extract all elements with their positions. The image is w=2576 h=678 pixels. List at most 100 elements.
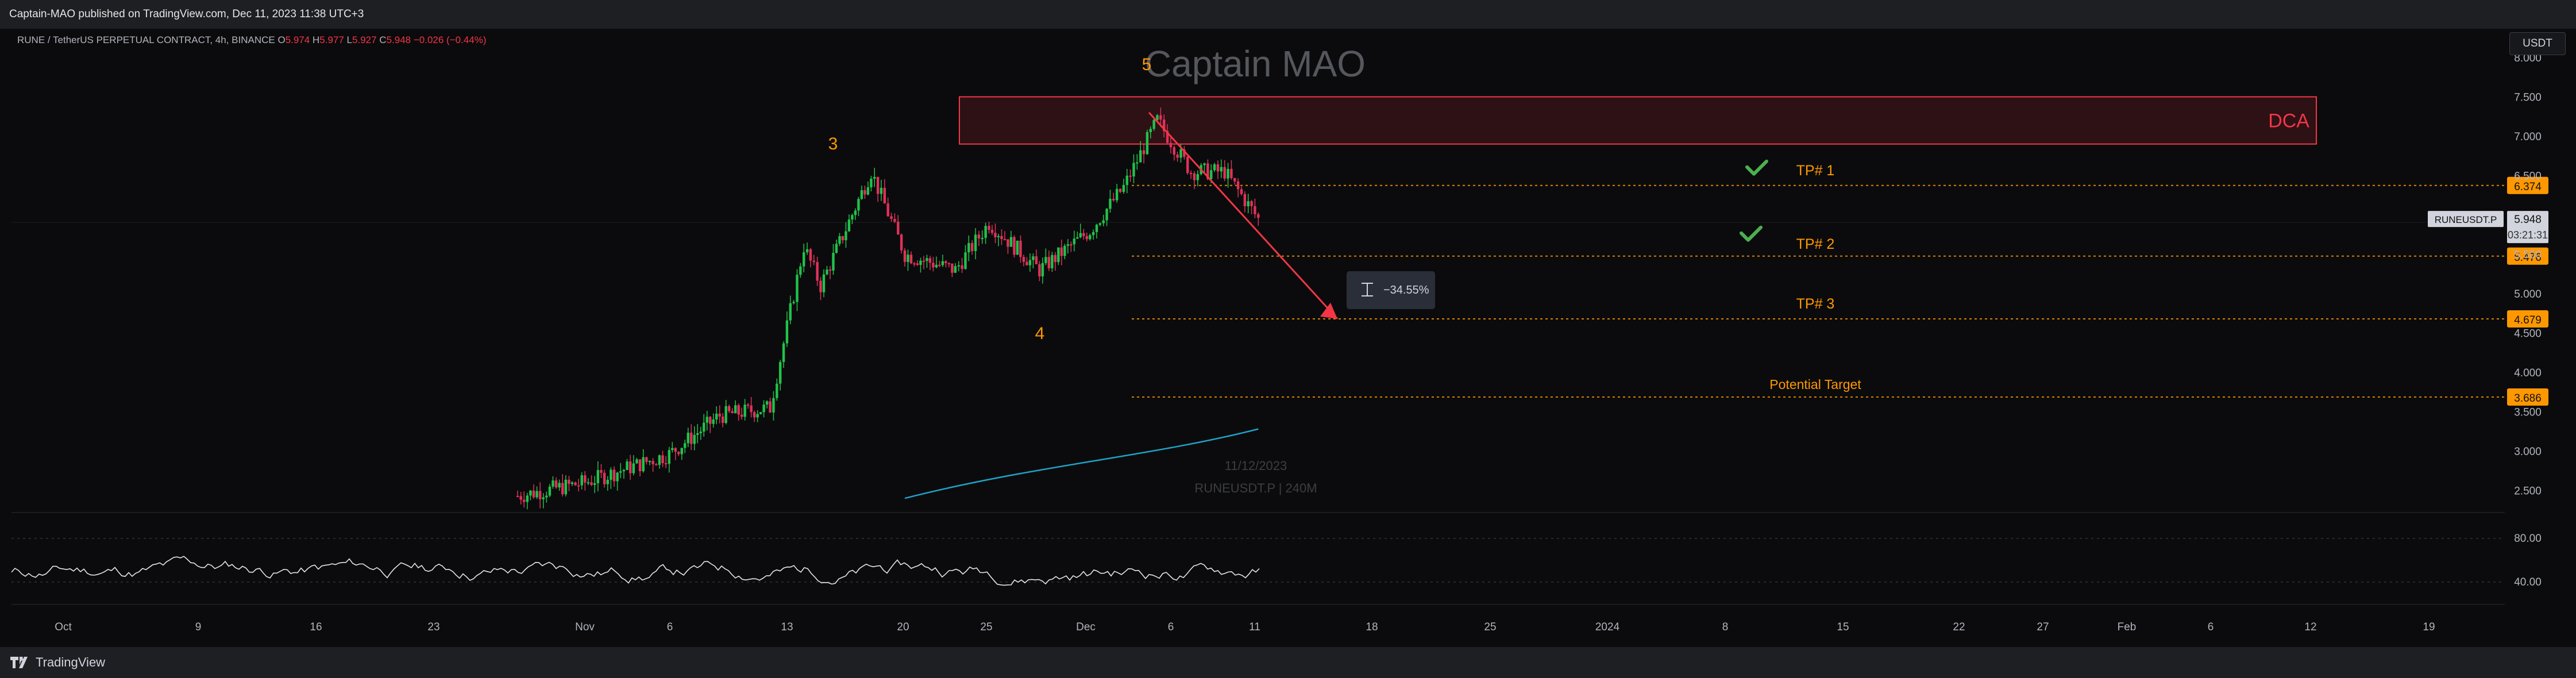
candle-body: [671, 448, 674, 450]
candle-body: [835, 244, 838, 253]
candle-body: [984, 226, 987, 238]
candle-body: [1109, 198, 1112, 209]
candle-body: [1169, 142, 1173, 148]
candle-body: [1193, 173, 1196, 180]
candle-body: [1146, 132, 1149, 155]
candle-body: [1139, 150, 1142, 163]
candle-body: [690, 433, 693, 444]
watermark-text: Captain MAO: [1145, 43, 1366, 84]
candle-body: [570, 482, 574, 484]
candle-body: [655, 464, 658, 466]
candle-body: [552, 480, 554, 487]
publish-info: Captain-MAO published on TradingView.com…: [9, 8, 364, 20]
target-price-value: 5.476: [2514, 252, 2542, 264]
candle-body: [1186, 156, 1189, 174]
candle-body: [1233, 178, 1236, 182]
last-price-box: [2507, 211, 2548, 244]
candle-body: [1156, 115, 1159, 120]
candle-body: [574, 482, 577, 486]
wave-label: 5: [1142, 55, 1152, 74]
candle-body: [1166, 131, 1169, 143]
time-tick-label: 11: [1249, 621, 1260, 633]
target-label: TP# 2: [1796, 236, 1835, 252]
candle-body: [947, 263, 951, 264]
candle-body: [590, 482, 593, 485]
candle-body: [1152, 120, 1155, 129]
candle-body: [1070, 244, 1073, 246]
price-chart[interactable]: DCA Captain MAO 11/12/2023 RUNEUSDT.P | 24…: [0, 29, 2576, 647]
price-tick-label: 3.000: [2514, 446, 2542, 458]
candle-body: [603, 472, 606, 484]
candle-body: [600, 470, 603, 473]
candle-body: [1216, 164, 1220, 172]
currency-button[interactable]: USDT: [2509, 32, 2566, 55]
candle-body: [1179, 149, 1182, 158]
dca-zone-label: DCA: [2268, 110, 2309, 132]
time-tick-label: 22: [1953, 621, 1965, 633]
candle-body: [1112, 198, 1115, 201]
candle-body: [1159, 115, 1162, 120]
price-tick-label: 5.500: [2514, 249, 2542, 261]
open-label: O: [277, 34, 286, 45]
last-price: 5.948: [2514, 214, 2542, 226]
candle-body: [792, 302, 795, 303]
candle-body: [535, 491, 538, 498]
candle-body: [1236, 181, 1240, 190]
time-tick-label: 27: [2037, 621, 2049, 633]
candle-body: [526, 495, 529, 502]
candle-body: [1066, 244, 1070, 246]
candle-body: [961, 265, 963, 269]
candle-body: [1060, 247, 1063, 256]
candle-body: [880, 187, 883, 194]
candle-body: [727, 406, 731, 411]
candle-body: [645, 457, 648, 462]
candle-body: [1035, 256, 1038, 264]
candle-body: [668, 450, 670, 464]
candle-body: [1196, 174, 1200, 180]
candle-body: [932, 263, 935, 268]
time-tick-label: 6: [2208, 621, 2214, 633]
candle-body: [1136, 162, 1139, 164]
candle-body: [731, 411, 734, 414]
candle-body: [860, 190, 863, 199]
candle-body: [1243, 194, 1247, 206]
open-value: 5.974: [285, 34, 310, 45]
candle-body: [759, 412, 762, 414]
candle-body: [737, 405, 740, 415]
measure-label: −34.55%: [1383, 284, 1429, 296]
candle-body: [718, 413, 721, 417]
tradingview-logo[interactable]: TradingView: [10, 655, 105, 670]
candle-body: [577, 485, 580, 487]
measure-arrow-line: [1148, 111, 1339, 319]
candle-body: [990, 230, 994, 233]
candle-body: [648, 461, 651, 463]
candle-body: [1125, 175, 1128, 185]
candle-body: [935, 264, 938, 268]
price-tick-label: 7.500: [2514, 92, 2542, 104]
time-tick-label: 25: [1484, 621, 1496, 633]
time-tick-label: 8: [1722, 621, 1729, 633]
candle-body: [709, 417, 712, 424]
candle-body: [922, 260, 925, 262]
close-value: 5.948: [386, 34, 411, 45]
candle-body: [812, 260, 815, 262]
wave-labels: 3 4 5: [828, 55, 1152, 343]
close-label: C: [379, 34, 387, 45]
symbol-info: RUNE / TetherUS PERPETUAL CONTRACT, 4h, …: [17, 34, 487, 46]
candle-body: [1149, 129, 1152, 132]
dca-zone: DCA: [959, 96, 2317, 145]
candle-body: [529, 490, 532, 496]
candle-body: [628, 461, 632, 473]
candle-body: [974, 234, 977, 251]
candle-body: [703, 422, 705, 432]
candle-body: [1132, 163, 1135, 177]
candle-body: [612, 469, 616, 481]
candle-body: [785, 320, 789, 344]
candle-body: [863, 190, 866, 195]
candle-body: [715, 413, 718, 420]
watermark: Captain MAO 11/12/2023 RUNEUSDT.P | 240M: [1145, 43, 1366, 495]
candle-body: [548, 486, 552, 496]
candle-body: [826, 269, 828, 275]
candle-body: [816, 261, 819, 281]
time-tick-label: 9: [195, 621, 202, 633]
